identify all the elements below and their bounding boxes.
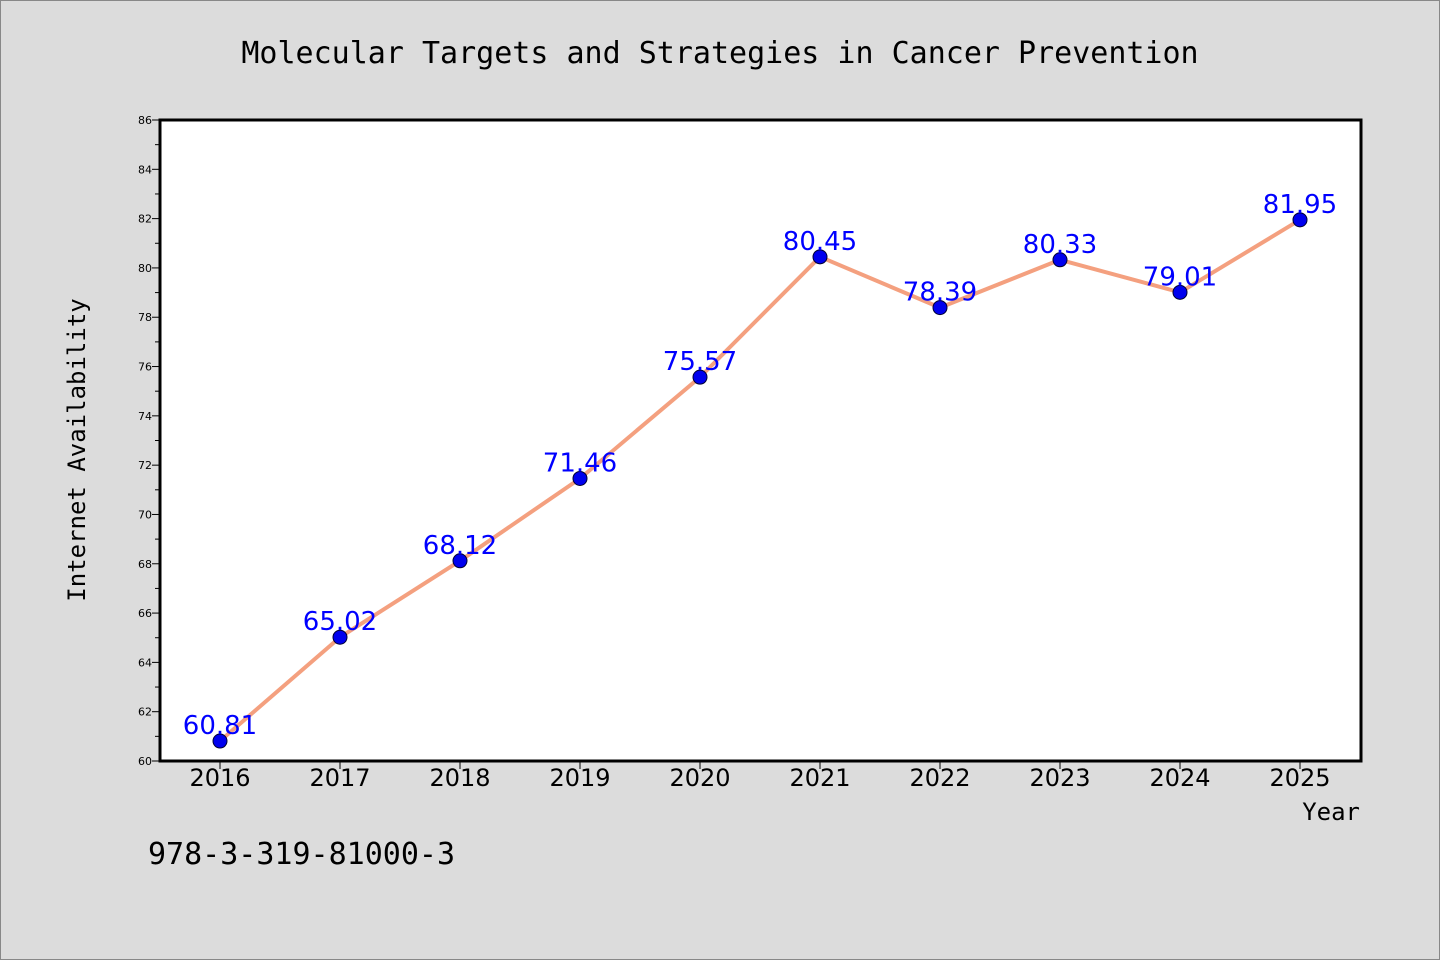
y-tick-label: 84	[138, 163, 152, 176]
x-tick-label: 2017	[309, 764, 370, 792]
x-axis: 2016 2017 2018 2019 2020 2021 2022 2023 2024 2025	[189, 761, 1331, 792]
x-tick-label: 2023	[1029, 764, 1090, 792]
y-axis-label: Internet Availability	[63, 298, 91, 601]
data-point	[1052, 252, 1068, 268]
data-label: 78.39	[903, 278, 977, 308]
data-point	[332, 629, 348, 645]
y-tick-label: 62	[138, 706, 152, 719]
data-label: 65.02	[303, 607, 377, 637]
x-tick-label: 2020	[669, 764, 730, 792]
y-tick-label: 68	[138, 558, 152, 571]
data-point	[1172, 284, 1188, 300]
data-point	[692, 369, 708, 385]
data-label: 60.81	[183, 711, 257, 741]
x-tick-label: 2025	[1269, 764, 1330, 792]
plot-frame	[158, 118, 1363, 763]
x-tick-label: 2022	[909, 764, 970, 792]
x-tick-label: 2024	[1149, 764, 1210, 792]
y-tick-label: 70	[138, 508, 152, 521]
data-point	[932, 300, 948, 316]
data-point	[572, 470, 588, 486]
data-label: 71.46	[543, 448, 617, 478]
data-point	[452, 553, 468, 569]
x-tick-label: 2021	[789, 764, 850, 792]
footer-isbn: 978-3-319-81000-3	[148, 837, 455, 872]
y-axis: 60 62 64 66 68 70 72 74 76 78 80 82 84 86	[138, 114, 160, 768]
y-tick-label: 82	[138, 213, 152, 226]
y-tick-label: 80	[138, 262, 152, 275]
y-tick-label: 60	[138, 755, 152, 768]
data-point	[812, 249, 828, 265]
series-path	[218, 217, 1302, 744]
y-tick-label: 66	[138, 607, 152, 620]
x-axis-label: Year	[1302, 798, 1360, 826]
series-line: 60.81 65.02 68.12 71.46 75.57 80.45 78.39 80.33…	[183, 190, 1337, 749]
data-label: 79.01	[1143, 262, 1217, 292]
x-tick-label: 2016	[189, 764, 250, 792]
x-tick-label: 2018	[429, 764, 490, 792]
y-tick-label: 74	[138, 410, 152, 423]
data-point	[212, 733, 228, 749]
data-label: 81.95	[1263, 190, 1337, 220]
x-tick-label: 2019	[549, 764, 610, 792]
y-tick-label: 86	[138, 114, 152, 127]
plot-area	[160, 120, 1361, 761]
data-label: 80.33	[1023, 230, 1097, 260]
data-label: 68.12	[423, 531, 497, 561]
y-tick-label: 64	[138, 656, 152, 669]
data-label: 75.57	[663, 347, 737, 377]
y-tick-label: 72	[138, 459, 152, 472]
data-label: 80.45	[783, 227, 857, 257]
y-tick-label: 78	[138, 311, 152, 324]
y-tick-label: 76	[138, 361, 152, 374]
chart-title: Molecular Targets and Strategies in Canc…	[241, 36, 1198, 71]
data-point	[1292, 212, 1308, 228]
